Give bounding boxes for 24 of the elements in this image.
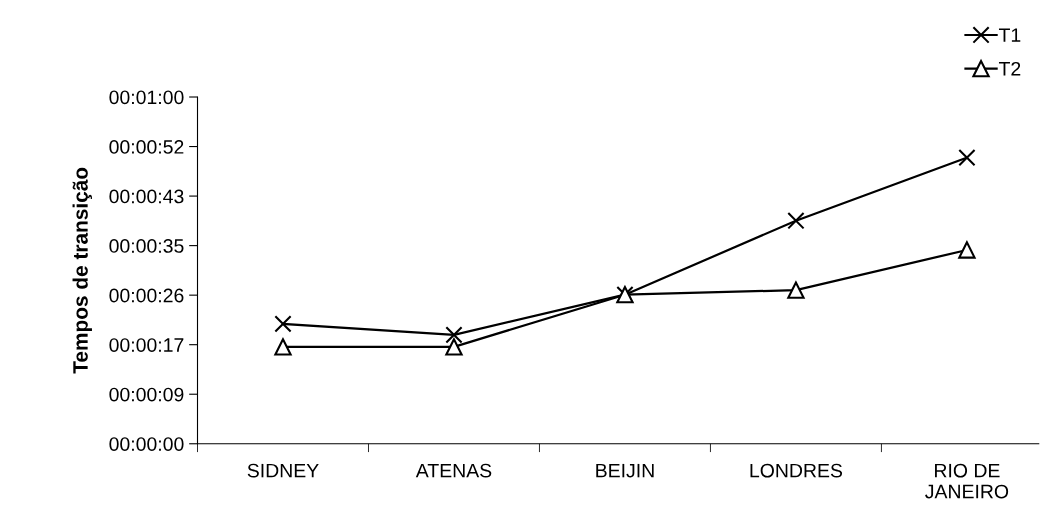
x-tick-label: BEIJIN bbox=[596, 463, 654, 478]
point bbox=[445, 326, 463, 344]
y-axis-title: Tempos de transição bbox=[72, 167, 92, 374]
point bbox=[445, 338, 463, 356]
y-tick-label: 00:00:26 bbox=[109, 288, 184, 303]
point bbox=[958, 148, 976, 167]
point bbox=[274, 338, 292, 356]
x-tick-label: SIDNEY bbox=[247, 463, 319, 478]
y-tick-label: 00:01:00 bbox=[109, 90, 184, 105]
point bbox=[787, 281, 805, 299]
y-tick-label: 00:00:52 bbox=[109, 140, 184, 154]
point bbox=[787, 212, 805, 230]
y-tick-label: 00:00:00 bbox=[109, 437, 184, 451]
point bbox=[958, 241, 976, 259]
y-tick-label: 00:00:17 bbox=[109, 338, 184, 352]
legend-label: T2 bbox=[998, 61, 1021, 76]
y-tick-label: 00:00:43 bbox=[109, 189, 184, 204]
y-tick-label: 00:00:09 bbox=[109, 387, 184, 402]
x-tick-label: LONDRES bbox=[750, 463, 843, 478]
x-tick-label: RIO DE JANEIRO bbox=[925, 463, 1009, 499]
legend-label: T1 bbox=[998, 28, 1021, 42]
point bbox=[274, 315, 292, 333]
x-tick-label: ATENAS bbox=[415, 463, 492, 478]
y-tick-label: 00:00:35 bbox=[109, 239, 184, 253]
